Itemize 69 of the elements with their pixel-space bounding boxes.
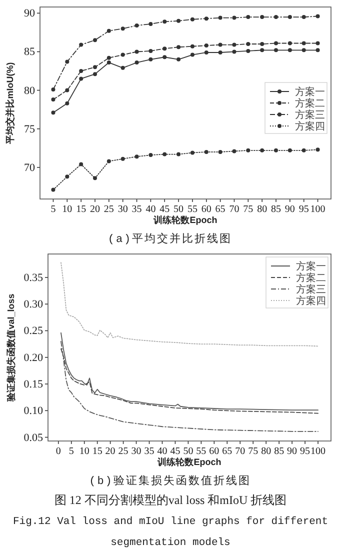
- x-tick-label: 20: [105, 446, 116, 457]
- y-tick-label: 80: [24, 84, 36, 97]
- y-tick-label: 0.15: [24, 378, 44, 390]
- y-tick-label: 0.35: [24, 272, 44, 284]
- legend-label: 方案三: [296, 284, 326, 296]
- caption: Fig.12 Val loss and mIoU line graphs for different segmentation models: [12, 515, 330, 551]
- x-tick-label: 85: [271, 204, 281, 215]
- y-axis-title: 验证集损失函数值val_loss: [6, 294, 16, 402]
- x-tick-label: 70: [235, 446, 246, 457]
- y-tick-label: 90: [24, 8, 36, 20]
- x-tick-label: 0: [56, 446, 61, 457]
- caption: 图 12 不同分割模型的val loss 和mIoU 折线图: [53, 492, 288, 509]
- y-axis-title: 平均交并比mIoU(%): [5, 62, 15, 145]
- x-tick-label: 95: [298, 204, 309, 215]
- x-tick-label: 100: [310, 446, 326, 457]
- y-tick-label: 0.20: [24, 352, 44, 364]
- legend-label: 方案一: [295, 86, 325, 98]
- legend-label: 方案二: [296, 272, 326, 284]
- x-tick-label: 30: [118, 204, 128, 215]
- x-tick-label: 45: [170, 446, 180, 457]
- x-tick-label: 80: [261, 446, 272, 457]
- x-tick-label: 90: [287, 446, 298, 457]
- y-tick-label: 0.10: [24, 405, 44, 418]
- x-tick-label: 5: [50, 204, 56, 215]
- legend-label: 方案二: [295, 98, 325, 110]
- x-tick-label: 55: [187, 204, 198, 215]
- text: (a)平均交并比折线图: [108, 232, 232, 246]
- x-tick-label: 90: [284, 204, 295, 215]
- x-tick-label: 50: [174, 204, 184, 215]
- x-tick-label: 55: [196, 446, 206, 457]
- y-tick-label: 85: [24, 46, 36, 58]
- x-tick-label: 65: [222, 446, 232, 457]
- x-tick-label: 45: [160, 204, 170, 215]
- legend-label: 方案四: [295, 120, 325, 132]
- x-tick-label: 15: [76, 204, 86, 215]
- x-tick-label: 70: [229, 204, 240, 215]
- x-tick-label: 80: [257, 204, 268, 215]
- x-axis-title: 训练轮数Epoch: [152, 215, 218, 225]
- legend-label: 方案一: [296, 260, 326, 272]
- x-axis-title: 训练轮数Epoch: [156, 457, 222, 467]
- y-tick-label: 75: [24, 123, 36, 136]
- x-tick-label: 20: [90, 204, 100, 215]
- x-tick-label: 35: [132, 204, 142, 215]
- x-tick-label: 75: [248, 446, 258, 457]
- x-tick-label: 35: [144, 446, 154, 457]
- x-tick-label: 75: [243, 204, 254, 215]
- legend-label: 方案四: [296, 295, 326, 307]
- text: (b)验证集损失函数值折线图: [89, 474, 251, 488]
- x-tick-label: 60: [201, 204, 212, 215]
- x-tick-label: 85: [274, 446, 284, 457]
- x-tick-label: 30: [131, 446, 142, 457]
- x-tick-label: 25: [104, 204, 114, 215]
- x-tick-label: 95: [300, 446, 310, 457]
- y-tick-label: 70: [24, 162, 36, 174]
- y-tick-label: 0.25: [24, 325, 44, 338]
- x-tick-label: 40: [146, 204, 156, 215]
- x-tick-label: 5: [68, 446, 74, 457]
- x-tick-label: 50: [183, 446, 194, 457]
- x-tick-label: 15: [92, 446, 102, 457]
- x-tick-label: 25: [118, 446, 128, 457]
- x-tick-label: 65: [215, 204, 226, 215]
- y-tick-label: 0.30: [24, 298, 44, 311]
- x-tick-label: 40: [157, 446, 168, 457]
- x-tick-label: 10: [79, 446, 90, 457]
- x-tick-label: 10: [62, 204, 72, 215]
- x-tick-label: 60: [209, 446, 220, 457]
- y-tick-label: 0.05: [24, 432, 44, 444]
- x-tick-label: 100: [310, 204, 326, 215]
- legend-label: 方案三: [295, 109, 325, 121]
